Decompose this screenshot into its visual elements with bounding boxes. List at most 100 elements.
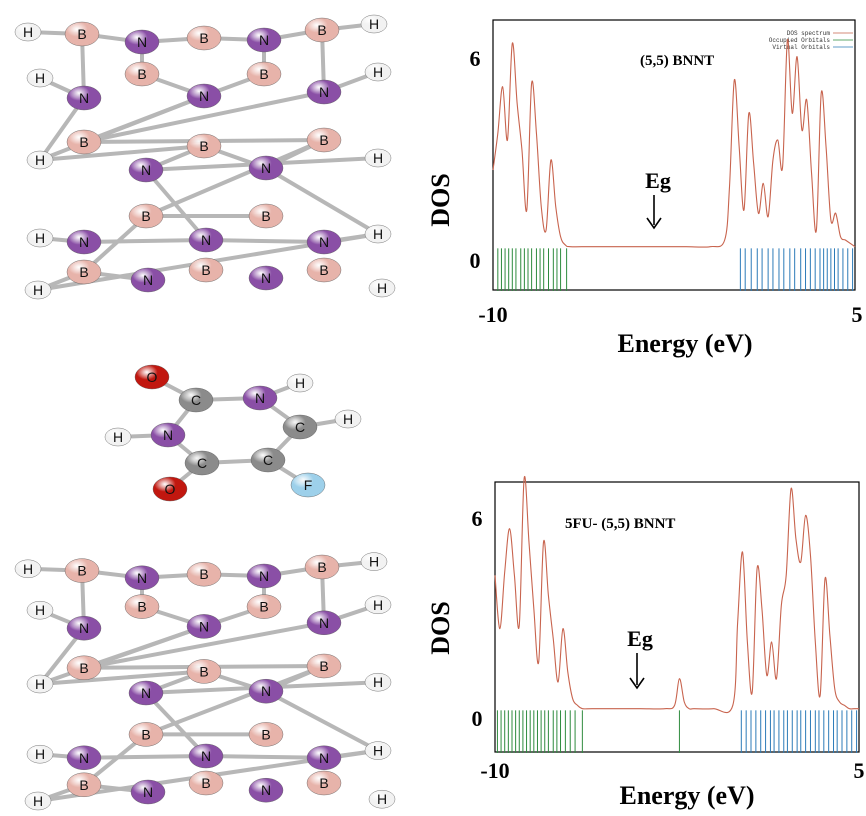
- atom-label: N: [141, 685, 151, 701]
- atom-label: N: [259, 568, 269, 584]
- x-tick-min: -10: [480, 758, 509, 783]
- band-gap-label: Eg: [645, 168, 671, 193]
- atom-n: N: [188, 227, 224, 253]
- atom-b: B: [246, 61, 282, 87]
- atom-label: B: [319, 658, 328, 674]
- atom-b: B: [186, 659, 222, 684]
- atom-label: F: [304, 477, 313, 493]
- bond: [264, 166, 380, 236]
- atom-label: B: [199, 663, 208, 679]
- bond: [82, 90, 326, 144]
- atom-label: N: [261, 782, 271, 798]
- atom-n: N: [66, 745, 102, 771]
- y-tick-6: 6: [470, 46, 481, 71]
- legend-entry-occupied: Occupied Orbitals: [769, 37, 831, 44]
- atom-label: H: [35, 602, 45, 618]
- legend-entry-virtual: Virtual Orbitals: [772, 44, 830, 51]
- atom-label: N: [319, 234, 329, 250]
- atom-label: C: [295, 419, 305, 435]
- bond: [204, 754, 326, 760]
- atom-label: B: [137, 66, 146, 82]
- atom-n: N: [150, 422, 186, 448]
- atom-label: B: [199, 30, 208, 46]
- atom-label: H: [369, 16, 379, 32]
- atom-h: H: [24, 791, 52, 811]
- atom-label: B: [79, 134, 88, 150]
- atom-h: H: [364, 62, 392, 82]
- atom-b: B: [124, 594, 160, 619]
- bond: [82, 238, 208, 244]
- atom-b: B: [306, 653, 342, 679]
- chart-title: 5FU- (5,5) BNNT: [565, 516, 675, 532]
- atom-label: H: [33, 282, 43, 298]
- atom-label: H: [35, 70, 45, 86]
- atom-label: B: [199, 566, 208, 582]
- atom-label: N: [143, 272, 153, 288]
- atom-label: B: [137, 599, 146, 615]
- atom-h: H: [14, 559, 42, 578]
- atom-label: H: [377, 791, 387, 807]
- y-tick-0: 0: [470, 248, 481, 273]
- atom-n: N: [66, 615, 102, 641]
- atom-label: C: [263, 452, 273, 468]
- bond: [144, 168, 208, 242]
- dos-chart-bnnt: (5,5) BNNT DOS Energy (eV) -10 5 6 0 Eg …: [426, 19, 863, 358]
- atom-label: B: [141, 726, 150, 742]
- atom-label: N: [261, 270, 271, 286]
- atom-c: C: [184, 450, 220, 476]
- atom-n: N: [124, 29, 160, 55]
- atom-label: H: [343, 411, 353, 427]
- atom-f: F: [290, 472, 326, 498]
- y-tick-0: 0: [472, 706, 483, 731]
- y-axis-label: DOS: [426, 173, 455, 226]
- x-axis-label: Energy (eV): [617, 329, 752, 358]
- atom-h: H: [26, 674, 54, 694]
- atom-label: B: [317, 559, 326, 575]
- bond: [144, 138, 326, 218]
- atom-n: N: [306, 79, 342, 105]
- atom-n: N: [130, 267, 166, 293]
- atom-b: B: [306, 257, 342, 283]
- atom-label: H: [33, 793, 43, 809]
- atom-n: N: [306, 229, 342, 255]
- atom-n: N: [188, 743, 224, 769]
- y-tick-6: 6: [472, 506, 483, 531]
- atom-label: N: [319, 84, 329, 100]
- fluorouracil-structure: O C N H N H C H C C O F: [104, 364, 362, 502]
- atom-label: B: [261, 208, 270, 224]
- atom-h: H: [334, 409, 362, 429]
- atom-h: H: [26, 150, 54, 170]
- atoms: H B N B NB HH B B HN N NHB B BHN NB BH N N N HHB NB N BH: [14, 552, 396, 811]
- chart-legend: DOS spectrum Occupied Orbitals Virtual O…: [769, 30, 853, 51]
- atom-label: N: [199, 618, 209, 634]
- atom-b: B: [66, 772, 102, 798]
- atom-h: H: [364, 224, 392, 244]
- atom-c: C: [250, 447, 286, 473]
- bond: [144, 664, 326, 737]
- bond: [204, 238, 326, 244]
- atom-n: N: [128, 680, 164, 706]
- bond: [82, 624, 206, 670]
- atom-label: H: [373, 674, 383, 690]
- atom-label: H: [373, 226, 383, 242]
- atom-n: N: [246, 563, 282, 589]
- atom-h: H: [26, 228, 54, 248]
- atom-b: B: [186, 562, 222, 587]
- atom-label: O: [165, 481, 176, 497]
- atom-b: B: [64, 558, 100, 583]
- atom-label: B: [201, 775, 210, 791]
- atom-label: B: [79, 660, 88, 676]
- atom-b: B: [66, 129, 102, 155]
- atom-h: H: [26, 68, 54, 88]
- atom-n: N: [248, 265, 284, 291]
- atoms: O C N H N H C H C C O F: [104, 364, 362, 502]
- bond: [38, 144, 206, 162]
- x-tick-max: 5: [852, 302, 863, 327]
- atom-o: O: [152, 476, 188, 502]
- atom-label: B: [77, 563, 86, 579]
- atom-b: B: [188, 257, 224, 283]
- atom-n: N: [130, 779, 166, 805]
- atom-label: H: [373, 150, 383, 166]
- atom-label: B: [79, 264, 88, 280]
- atom-label: B: [141, 208, 150, 224]
